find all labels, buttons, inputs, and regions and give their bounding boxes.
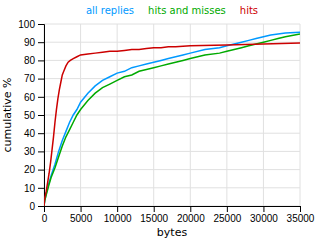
tick-mark [38,79,44,80]
tick-mark [227,206,228,212]
tick-mark [38,188,44,189]
tick-mark [81,206,82,212]
tick-label: 10 [24,183,36,194]
tick: 10 [24,183,44,194]
tick-label: 30 [24,146,36,157]
grid-line-y [44,169,300,170]
tick: 30000 [250,206,278,224]
tick-label: 10000 [104,213,132,224]
tick: 5000 [70,206,93,224]
grid-line-y [44,115,300,116]
tick: 70 [24,73,44,84]
tick-label: 35000 [287,213,315,224]
legend-entry: hits and misses [148,5,226,16]
tick: 40 [24,128,44,139]
series-line [44,34,300,206]
plot: 0 5000 10000 15000 20000 25000 30000 35000 0 10 20… [18,19,315,224]
tick-label: 25000 [213,213,241,224]
tick: 90 [24,37,44,48]
tick: 30 [24,146,44,157]
legend-entry: all replies [86,5,134,16]
y-axis-title: cumulative % [1,77,14,152]
series-line [44,32,300,206]
grid-line-y [44,187,300,188]
tick: 100 [18,19,44,30]
tick-mark [38,60,44,61]
tick-label: 90 [24,37,36,48]
tick: 10000 [104,206,132,224]
tick-mark [38,206,44,207]
tick-label: 70 [24,73,36,84]
tick-label: 60 [24,92,36,103]
tick-label: 15000 [140,213,168,224]
tick-mark [38,115,44,116]
tick-mark [38,97,44,98]
tick: 15000 [140,206,168,224]
y-axis: 0 10 20 30 40 50 60 70 80 90 100 [18,19,44,212]
axis-line [45,207,301,213]
tick-mark [117,206,118,212]
grid-line-y [44,151,300,152]
chart: 0 5000 10000 15000 20000 25000 30000 35000 0 10 20… [0,0,320,240]
tick-label: 20 [24,164,36,175]
tick-label: 100 [18,19,35,30]
tick: 35000 [287,206,315,224]
tick-mark [38,170,44,171]
tick: 20000 [177,206,205,224]
tick-label: 40 [24,128,36,139]
grid-line-y [44,96,300,97]
tick-label: 20000 [177,213,205,224]
tick-label: 50 [24,110,36,121]
grid [44,24,300,206]
tick: 20 [24,164,44,175]
tick-label: 0 [29,201,35,212]
tick-label: 5000 [70,213,93,224]
tick-label: 80 [24,55,36,66]
grid-line-y [44,24,300,25]
tick-label: 0 [42,213,48,224]
tick-mark [38,151,44,152]
tick: 0 [29,201,44,212]
tick: 25000 [213,206,241,224]
tick-mark [263,206,264,212]
tick-mark [38,24,44,25]
tick: 0 [42,206,48,224]
tick: 50 [24,110,44,121]
legend-entry: hits [240,5,258,16]
legend: all replies hits and misses hits [86,5,258,16]
tick-label: 30000 [250,213,278,224]
x-axis: 0 5000 10000 15000 20000 25000 30000 35000 [42,206,315,224]
lines [44,32,300,206]
tick: 80 [24,55,44,66]
axis-line [38,25,45,207]
tick-mark [300,206,301,212]
grid-line-y [44,78,300,79]
grid-line-y [44,133,300,134]
tick-mark [154,206,155,212]
tick-mark [190,206,191,212]
x-axis-title: bytes [157,226,188,239]
tick-mark [38,133,44,134]
tick-mark [38,42,44,43]
grid-line-y [44,60,300,61]
series-line [44,43,300,206]
tick: 60 [24,92,44,103]
